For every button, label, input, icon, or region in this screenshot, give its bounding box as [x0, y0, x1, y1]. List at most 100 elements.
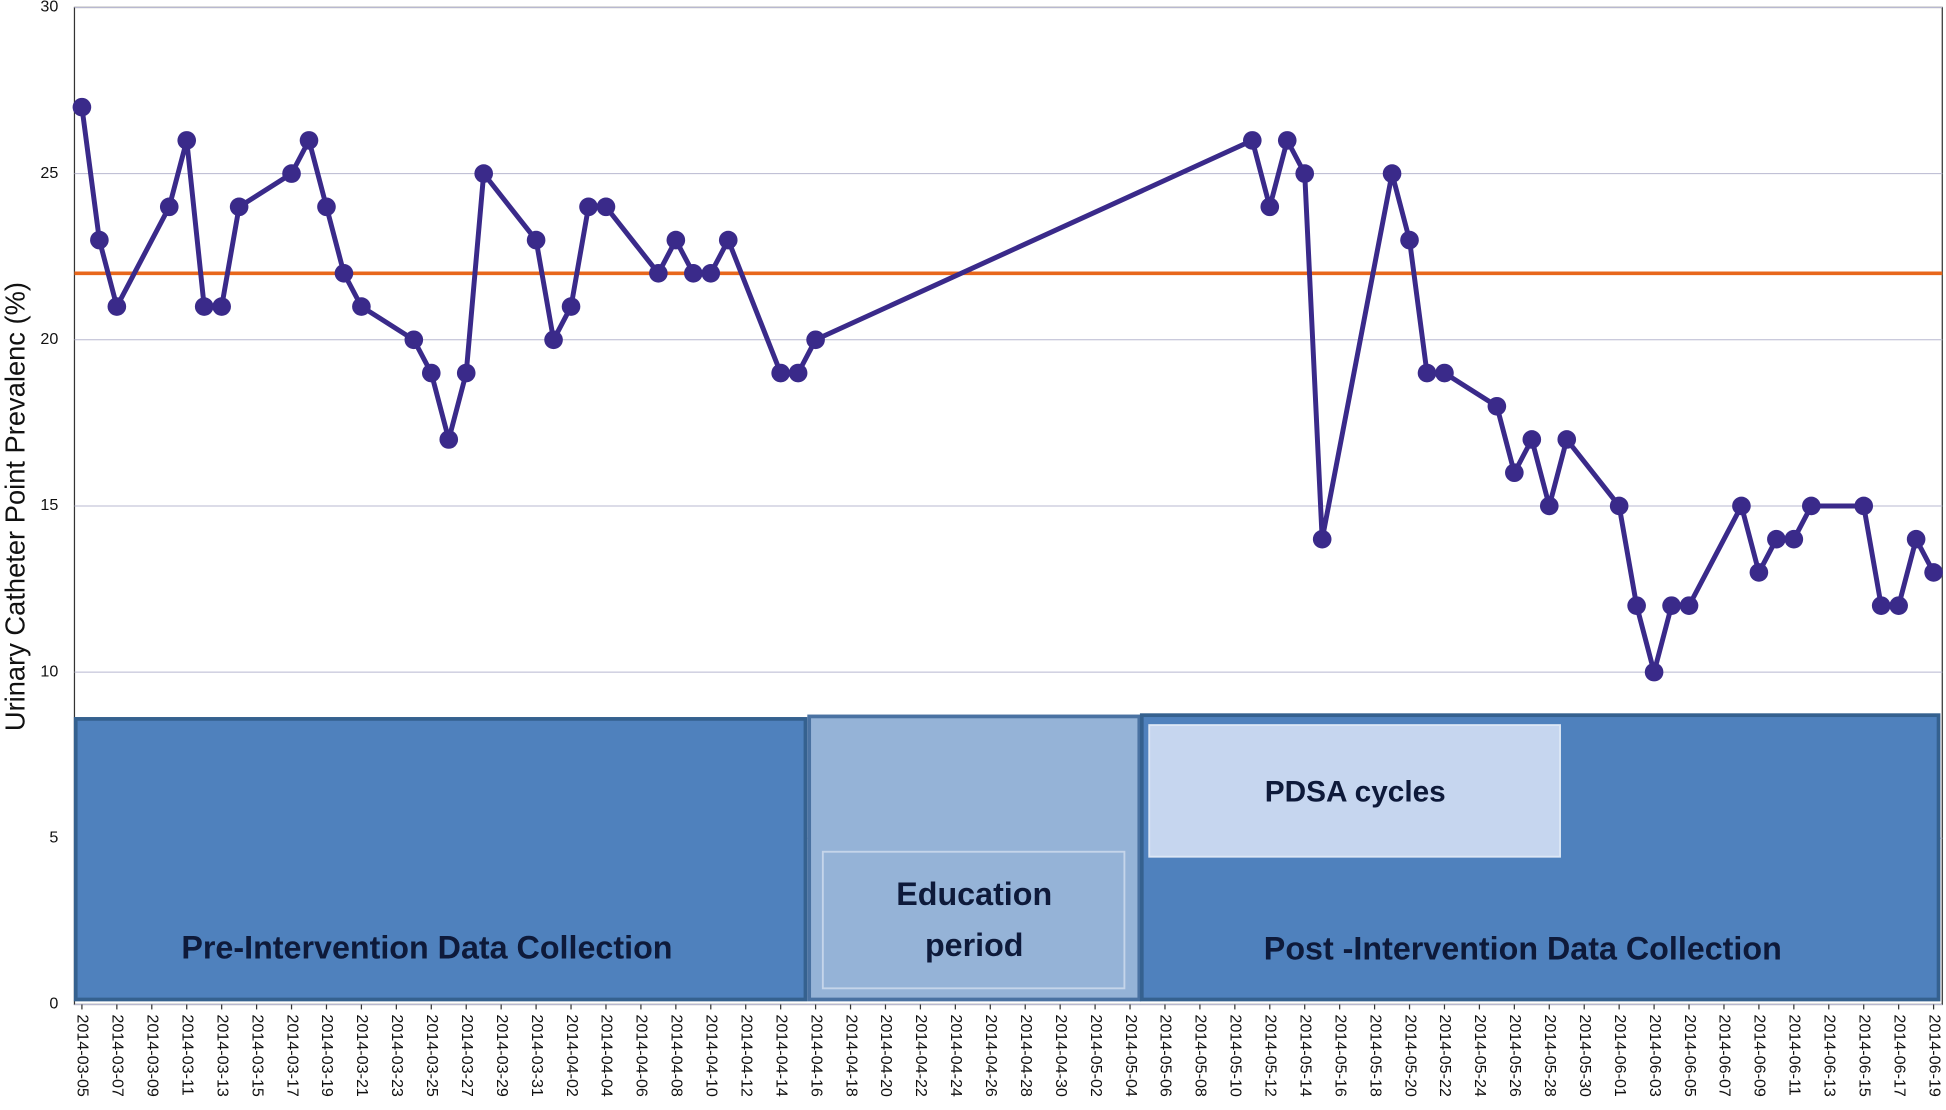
- data-line: [79, 106, 1936, 675]
- x-tick-label: 2014-06-17: [1890, 1014, 1908, 1097]
- x-tick-label: 2014-03-31: [528, 1014, 546, 1097]
- x-tick-label: 2014-03-07: [109, 1014, 127, 1097]
- data-point: [1854, 496, 1874, 516]
- data-point: [1644, 662, 1664, 682]
- x-tick-label: 2014-04-28: [1017, 1014, 1035, 1097]
- data-point: [718, 230, 738, 250]
- data-point: [1679, 596, 1699, 615]
- data-point: [1871, 596, 1891, 615]
- x-tick-label: 2014-03-13: [213, 1014, 231, 1097]
- data-point: [1889, 596, 1908, 615]
- education-inner: [821, 850, 1126, 990]
- data-point: [90, 230, 109, 250]
- data-point: [666, 230, 686, 250]
- x-tick-label: 2014-04-20: [877, 1014, 895, 1097]
- data-point: [282, 164, 301, 183]
- data-point: [194, 297, 214, 316]
- y-tick-label: 10: [40, 662, 58, 680]
- data-point: [1924, 563, 1943, 582]
- data-point: [561, 297, 581, 316]
- x-tick-label: 2014-06-09: [1751, 1014, 1769, 1097]
- data-point: [1557, 430, 1577, 449]
- pdsa-label: PDSA cycles: [1265, 775, 1446, 808]
- data-point: [317, 197, 336, 217]
- y-axis-label: Urinary Catheter Point Prevalenc (%): [0, 282, 31, 731]
- education-label: period: [925, 927, 1024, 963]
- data-point: [334, 264, 354, 283]
- x-tick-label: 2014-05-26: [1506, 1014, 1524, 1097]
- data-point: [1400, 230, 1419, 250]
- x-tick-label: 2014-05-16: [1331, 1014, 1349, 1097]
- x-tick-label: 2014-03-11: [178, 1014, 196, 1095]
- data-point: [439, 430, 459, 449]
- education-label: Education: [896, 876, 1052, 912]
- data-point: [1382, 164, 1402, 183]
- data-point: [788, 363, 808, 383]
- x-tick-label: 2014-06-13: [1821, 1014, 1839, 1097]
- x-tick-label: 2014-04-04: [598, 1014, 616, 1097]
- x-tick-label: 2014-05-18: [1366, 1014, 1384, 1097]
- x-tick-label: 2014-04-22: [912, 1014, 930, 1097]
- x-tick-label: 2014-06-07: [1716, 1014, 1734, 1097]
- data-point: [1487, 396, 1507, 416]
- y-tick-label: 25: [40, 164, 58, 182]
- data-point: [1662, 596, 1681, 615]
- data-point: [1260, 197, 1280, 217]
- x-tick-label: 2014-03-19: [318, 1014, 336, 1097]
- x-tick-label: 2014-04-18: [842, 1014, 860, 1097]
- x-tick-label: 2014-05-12: [1262, 1014, 1280, 1097]
- phase-boxes: Pre-Intervention Data Collection Educati…: [73, 713, 1941, 1002]
- x-tick-label: 2014-04-12: [737, 1014, 755, 1097]
- data-point: [1749, 563, 1769, 582]
- data-point: [299, 131, 319, 150]
- x-tick-label: 2014-05-02: [1087, 1014, 1105, 1097]
- data-point: [421, 363, 441, 383]
- data-point: [352, 297, 371, 316]
- data-point: [1505, 463, 1524, 483]
- x-tick-label: 2014-05-30: [1576, 1014, 1594, 1097]
- data-point: [1802, 496, 1821, 516]
- data-point: [596, 197, 616, 217]
- data-point: [701, 264, 721, 283]
- x-tick-label: 2014-05-24: [1471, 1014, 1489, 1097]
- x-tick-label: 2014-03-25: [423, 1014, 441, 1097]
- y-tick-label: 5: [49, 829, 58, 847]
- data-point: [1767, 529, 1786, 549]
- x-tick-label: 2014-05-04: [1122, 1014, 1140, 1097]
- data-point: [1609, 496, 1629, 516]
- data-point: [1277, 131, 1297, 150]
- data-point: [1522, 430, 1542, 449]
- data-point: [456, 363, 476, 383]
- data-point: [579, 197, 598, 217]
- x-tick-label: 2014-03-23: [388, 1014, 406, 1097]
- x-tick-label: 2014-05-06: [1157, 1014, 1175, 1097]
- data-point: [72, 97, 92, 117]
- x-tick-label: 2014-06-11: [1786, 1014, 1804, 1095]
- data-point: [649, 264, 668, 283]
- data-point: [1906, 529, 1926, 549]
- data-point: [159, 197, 179, 217]
- x-tick-label: 2014-03-21: [353, 1014, 371, 1097]
- data-point: [771, 363, 790, 383]
- pre-box: [73, 717, 808, 1002]
- y-tick-label: 15: [40, 496, 58, 514]
- x-tick-label: 2014-06-15: [1855, 1014, 1873, 1097]
- x-tick-label: 2014-06-01: [1611, 1014, 1629, 1097]
- x-tick-label: 2014-04-24: [947, 1014, 965, 1097]
- data-point: [544, 330, 563, 350]
- x-tick-label: 2014-03-09: [144, 1014, 162, 1097]
- data-point: [107, 297, 127, 316]
- data-point: [684, 264, 703, 283]
- data-point: [212, 297, 231, 316]
- data-point: [474, 164, 493, 183]
- data-point: [177, 131, 197, 150]
- x-tick-label: 2014-04-14: [772, 1014, 790, 1097]
- pdsa-box: [1148, 724, 1561, 858]
- data-point: [229, 197, 249, 217]
- pre-label: Pre-Intervention Data Collection: [181, 929, 672, 965]
- x-tick-label: 2014-04-08: [668, 1014, 686, 1097]
- data-point: [806, 330, 825, 350]
- x-tick-label: 2014-03-15: [248, 1014, 266, 1097]
- data-point: [1732, 496, 1751, 516]
- x-tick-label: 2014-05-22: [1436, 1014, 1454, 1097]
